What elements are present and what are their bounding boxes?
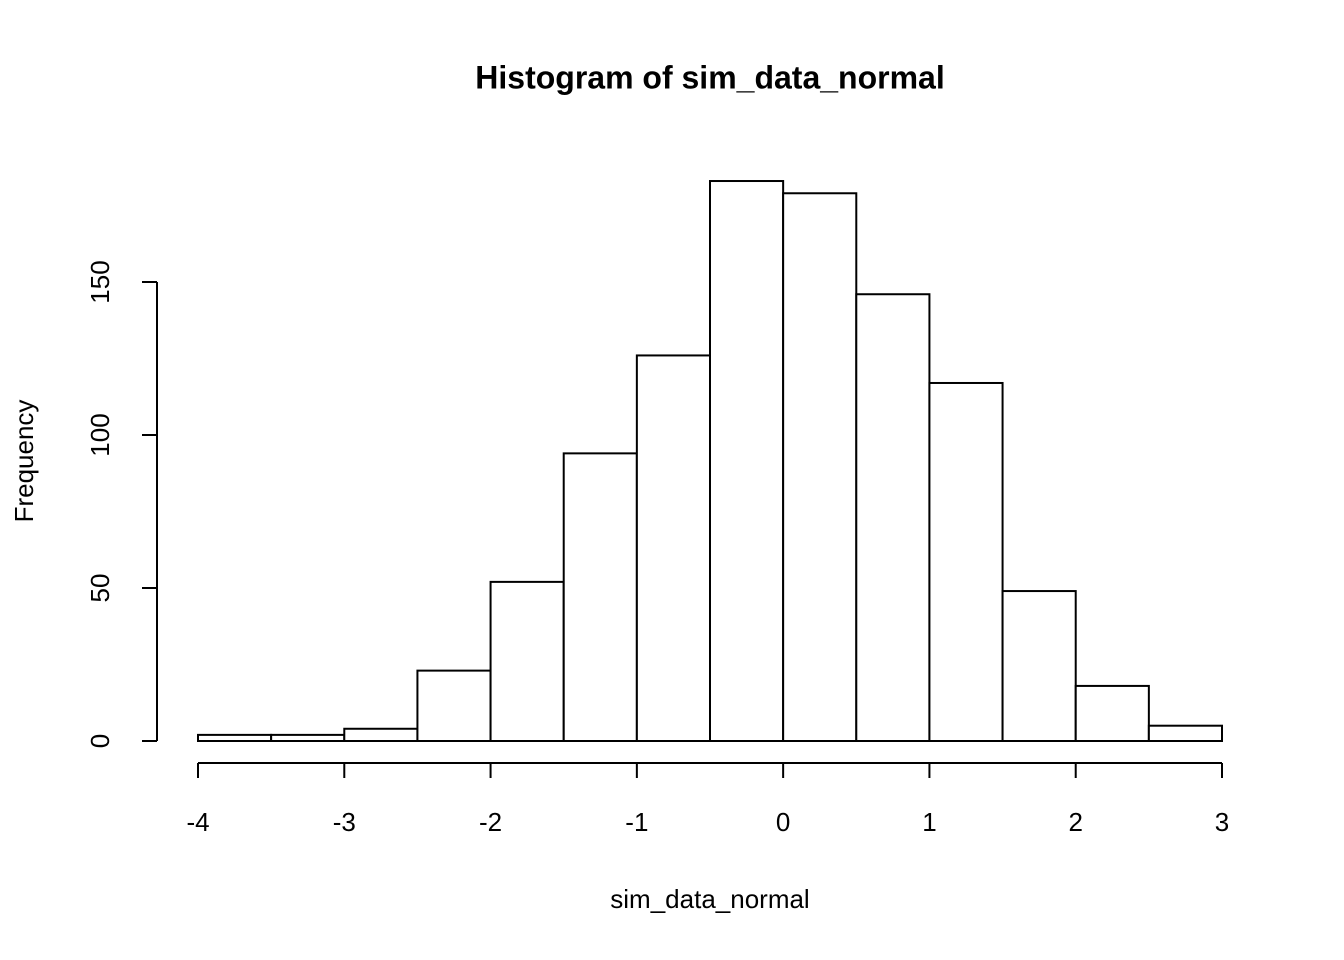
y-tick-label: 150 [85, 260, 115, 303]
bar [1147, 724, 1224, 743]
bar [1001, 590, 1077, 742]
bar [635, 354, 711, 742]
bar [343, 727, 419, 743]
x-tick-label: 2 [1068, 807, 1082, 837]
bar [416, 669, 492, 742]
x-tick-label: 3 [1215, 807, 1229, 837]
bar [562, 452, 638, 742]
x-tick-label: 0 [776, 807, 790, 837]
y-tick-label: 100 [85, 413, 115, 456]
bar [709, 180, 785, 742]
x-tick-label: -2 [479, 807, 502, 837]
y-tick-label: 50 [85, 574, 115, 603]
x-axis-label: sim_data_normal [610, 884, 809, 914]
y-axis-label: Frequency [9, 400, 39, 523]
x-tick-label: -4 [186, 807, 209, 837]
bar [855, 293, 931, 742]
bar [1074, 684, 1150, 742]
y-tick-label: 0 [85, 734, 115, 748]
bar [270, 733, 346, 743]
x-tick-label: -3 [333, 807, 356, 837]
x-tick-label: 1 [922, 807, 936, 837]
x-tick-label: -1 [625, 807, 648, 837]
bar [489, 580, 565, 742]
bar [928, 381, 1004, 742]
chart-title: Histogram of sim_data_normal [475, 59, 944, 95]
bar [782, 192, 858, 742]
bar [197, 733, 273, 743]
